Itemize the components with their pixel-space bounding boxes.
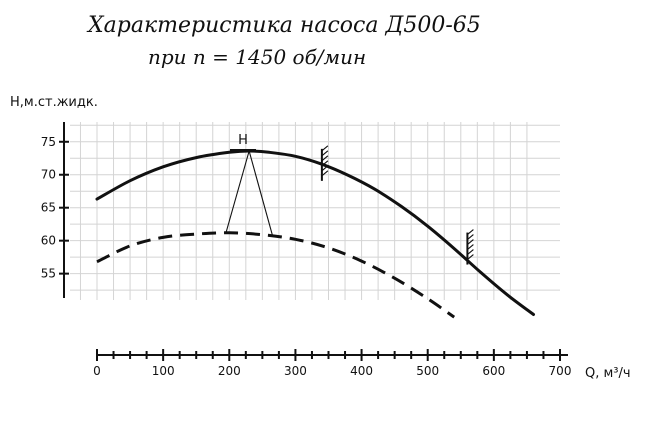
x-tick-label: 100 — [152, 364, 175, 378]
y-tick-label: 60 — [41, 234, 56, 248]
x-tick-label: 200 — [218, 364, 241, 378]
operating-range-markers — [320, 145, 474, 265]
range-marker-hatch — [467, 244, 474, 251]
range-marker-hatch — [467, 229, 474, 236]
y-tick-label: 75 — [41, 135, 56, 149]
x-tick-label: 500 — [416, 364, 439, 378]
x-tick-label: 600 — [482, 364, 505, 378]
chart-title: Характеристика насоса Д500-65 — [86, 13, 481, 38]
x-axis-label: Q, м³/ч — [585, 366, 631, 381]
range-marker-hatch — [321, 150, 329, 157]
range-marker-hatch — [321, 170, 329, 177]
y-tick-label: 55 — [41, 267, 56, 281]
range-marker-hatch — [321, 165, 329, 172]
range-marker — [320, 145, 329, 181]
h-annotation-label: H — [238, 133, 248, 148]
y-tick-label: 70 — [41, 168, 56, 182]
chart-subtitle: при n = 1450 об/мин — [148, 45, 366, 69]
y-tick-label: 65 — [41, 201, 56, 215]
y-axis-label: H,м.ст.жидк. — [10, 95, 98, 110]
h-leader-left — [225, 150, 250, 233]
x-tick-label: 400 — [350, 364, 373, 378]
range-marker-hatch — [321, 145, 329, 152]
x-tick-label: 300 — [284, 364, 307, 378]
x-tick-label: 0 — [93, 364, 101, 378]
h-annotation: H — [223, 133, 273, 235]
grid-lines — [70, 122, 560, 300]
range-marker — [466, 229, 474, 265]
x-tick-label: 700 — [549, 364, 572, 378]
axes: 55 60 65 70 75 0 100 200 300 400 500 600 700 — [41, 122, 572, 378]
series-dashed-curve — [96, 231, 456, 319]
range-marker-hatch — [467, 239, 474, 246]
range-marker-hatch — [321, 160, 329, 167]
range-marker-hatch — [321, 155, 329, 162]
range-marker-hatch — [467, 249, 474, 256]
h-leader-right — [248, 150, 273, 235]
range-marker-hatch — [467, 254, 474, 261]
range-marker-hatch — [467, 234, 474, 241]
